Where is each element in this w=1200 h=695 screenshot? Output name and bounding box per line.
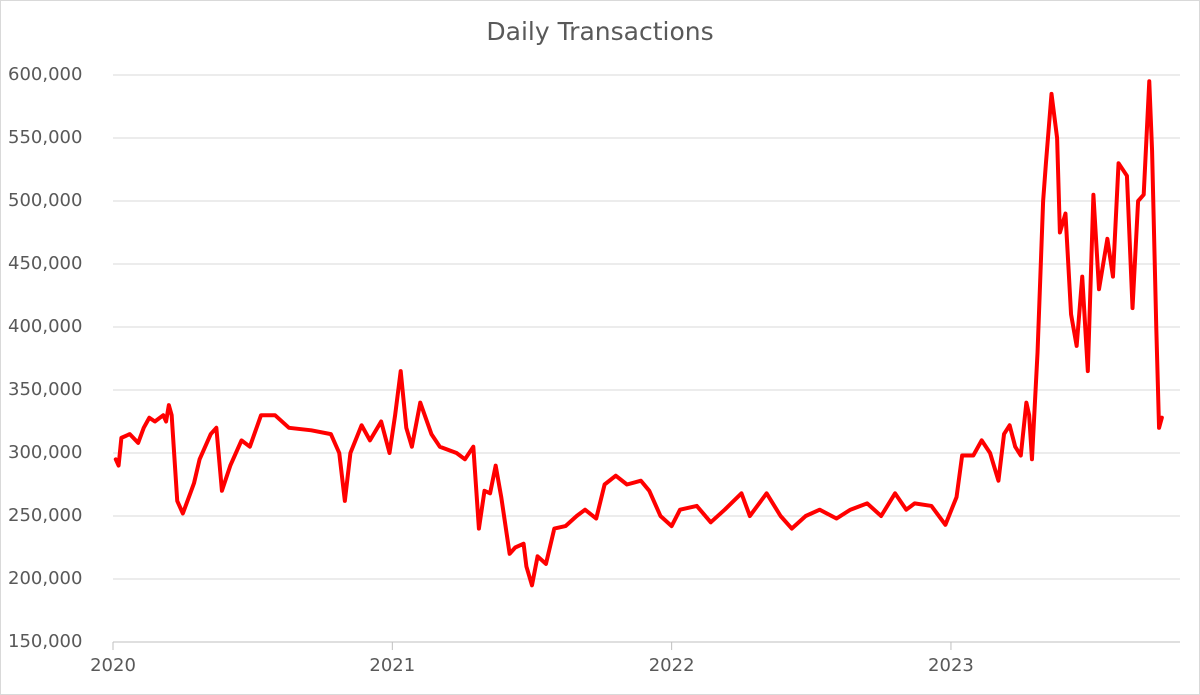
x-tick-label: 2021 — [369, 655, 415, 676]
y-tick-label: 550,000 — [8, 127, 82, 148]
y-tick-label: 350,000 — [8, 379, 82, 400]
x-tick-label: 2022 — [649, 655, 695, 676]
data-line — [113, 79, 1164, 588]
chart-title: Daily Transactions — [486, 17, 713, 46]
x-tick-label: 2023 — [928, 655, 974, 676]
y-tick-label: 400,000 — [8, 316, 82, 337]
y-tick-label: 250,000 — [8, 505, 82, 526]
y-tick-label: 300,000 — [8, 442, 82, 463]
y-tick-label: 150,000 — [8, 631, 82, 652]
y-tick-label: 450,000 — [8, 253, 82, 274]
y-tick-label: 500,000 — [8, 190, 82, 211]
x-tick-label: 2020 — [90, 655, 136, 676]
y-tick-label: 200,000 — [8, 568, 82, 589]
y-tick-label: 600,000 — [8, 64, 82, 85]
